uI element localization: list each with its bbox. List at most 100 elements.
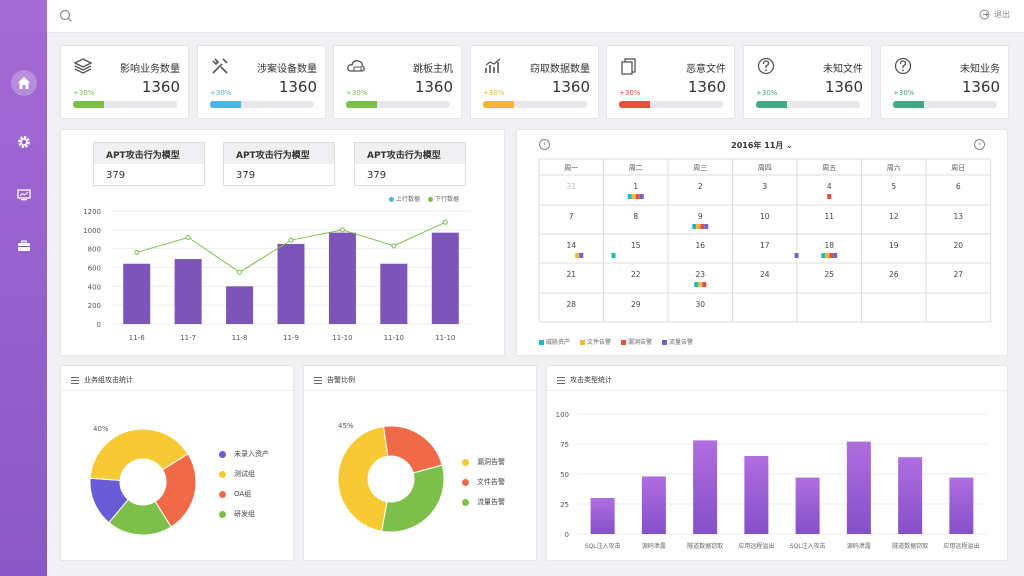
- legend-label: OA组: [234, 490, 252, 498]
- kpi-change: +30%: [483, 89, 505, 97]
- weekday-label: 周四: [758, 164, 772, 172]
- event-tag: [825, 253, 830, 258]
- event-tag: [631, 194, 636, 199]
- calendar-day: 22: [631, 270, 641, 279]
- y-tick-label: 100: [556, 411, 569, 419]
- logout-button[interactable]: 退出: [979, 9, 1010, 20]
- event-tag: [579, 253, 584, 258]
- x-tick-label: 11-8: [232, 334, 248, 342]
- event-tag: [692, 224, 697, 229]
- kpi-progress-fill: [893, 101, 925, 108]
- cloud-icon: [347, 60, 365, 72]
- calendar-day: 21: [566, 270, 576, 279]
- search-icon[interactable]: [59, 8, 73, 27]
- event-tag: [698, 282, 703, 287]
- panel-title-text: 业务组攻击统计: [84, 376, 133, 384]
- calendar-day: 12: [889, 212, 899, 221]
- legend-item: 研发组: [219, 504, 269, 524]
- bar: [641, 476, 666, 534]
- panel-title: 业务组攻击统计: [71, 375, 133, 385]
- kpi-card[interactable]: 影响业务数量 1360 +30%: [60, 45, 189, 119]
- y-tick-label: 50: [560, 471, 569, 479]
- legend-label: 文件告警: [587, 339, 612, 346]
- apt-box-title: APT攻击行为模型: [94, 143, 204, 164]
- calendar-day: 6: [956, 182, 961, 191]
- event-tag: [639, 194, 644, 199]
- legend-item: 上行数据: [389, 194, 420, 203]
- event-tag: [627, 194, 632, 199]
- apt-box-value: 379: [367, 170, 387, 181]
- group-stats-donut: 40%: [89, 425, 197, 536]
- kpi-card[interactable]: 跳板主机 1360 +30%: [333, 45, 462, 119]
- kpi-label: 影响业务数量: [120, 64, 180, 75]
- kpi-card[interactable]: 未知文件 1360 +30%: [743, 45, 872, 119]
- legend-label: 流量告警: [477, 498, 505, 506]
- legend-item: OA组: [219, 484, 269, 504]
- kpi-card[interactable]: 窃取数据数量 1360 +30%: [470, 45, 599, 119]
- legend-label: 下行数据: [435, 196, 460, 203]
- kpi-progress: [893, 101, 997, 108]
- event-tag: [575, 253, 580, 258]
- line-point: [237, 269, 243, 275]
- monitor-icon[interactable]: [11, 182, 37, 208]
- legend-label: 威胁资产: [546, 339, 571, 346]
- calendar-day: 23: [695, 270, 705, 279]
- tools-icon: [212, 58, 228, 74]
- calendar-day: 5: [891, 182, 896, 191]
- event-tag: [704, 224, 709, 229]
- next-month-button[interactable]: ›: [974, 139, 985, 150]
- list-icon: [557, 376, 565, 384]
- event-tag: [833, 253, 838, 258]
- file-icon: [621, 58, 636, 75]
- apt-box-title: APT攻击行为模型: [355, 143, 465, 164]
- kpi-progress-fill: [756, 101, 788, 108]
- kpi-value: 1360: [551, 78, 590, 96]
- donut-legend: 漏洞告警 文件告警 流量告警: [462, 452, 505, 512]
- kpi-label: 跳板主机: [413, 64, 453, 75]
- kpi-card[interactable]: 涉案设备数量 1360 +30%: [197, 45, 326, 119]
- attack-type-chart: 0 25 50 75 100 SQL注入攻击 源码泄露 隧道数据窃取 应用远程溢出 SQL注入攻击…: [556, 411, 987, 550]
- calendar-day: 20: [953, 241, 963, 250]
- apt-box-title: APT攻击行为模型: [224, 143, 334, 164]
- bar: [898, 457, 923, 534]
- y-tick-label: 0: [97, 321, 101, 329]
- legend-item: 测试组: [219, 464, 269, 484]
- calendar-title[interactable]: 2016年 11月 ⌄: [517, 140, 1007, 151]
- group-stats-panel: 业务组攻击统计 40% 未录入资产测试组 OA组研发组: [60, 365, 294, 561]
- apt-box: APT攻击行为模型 379: [93, 142, 205, 186]
- y-tick-label: 25: [560, 501, 569, 509]
- panel-title-text: 攻击类型统计: [570, 376, 612, 384]
- event-tag: [700, 224, 705, 229]
- y-tick-label: 800: [88, 246, 101, 254]
- kpi-card[interactable]: 未知业务 1360 +30%: [880, 45, 1009, 119]
- kpi-progress-fill: [483, 101, 515, 108]
- weekday-label: 周三: [693, 164, 707, 172]
- calendar-day: 2: [698, 182, 703, 191]
- x-tick-label: 应用远程溢出: [738, 542, 774, 550]
- event-tag: [829, 253, 834, 258]
- y-tick-label: 75: [560, 441, 569, 449]
- list-icon: [71, 376, 79, 384]
- bar: [795, 477, 820, 534]
- prev-month-button[interactable]: ‹: [539, 139, 550, 150]
- legend-label: 未录入资产: [234, 450, 269, 458]
- apt-box-value: 379: [236, 170, 256, 181]
- alert-ratio-panel: 告警比例 45% 漏洞告警 文件告警 流量告警: [303, 365, 537, 561]
- calendar-day: 15: [631, 241, 641, 250]
- chart-icon: [485, 58, 501, 73]
- legend-item: 文件告警: [580, 337, 611, 346]
- donut-slice: [337, 425, 389, 532]
- gear-icon[interactable]: [11, 129, 37, 155]
- legend-label: 流量告警: [669, 339, 694, 346]
- x-tick-label: 11-6: [129, 334, 145, 342]
- chart-legend: 上行数据 下行数据: [389, 194, 459, 203]
- kpi-card[interactable]: 恶意文件 1360 +30%: [606, 45, 735, 119]
- kpi-progress-fill: [210, 101, 242, 108]
- x-tick-label: 源码泄露: [847, 542, 871, 550]
- home-icon[interactable]: [11, 70, 37, 96]
- kpi-label: 窃取数据数量: [530, 64, 590, 75]
- line-point: [185, 234, 191, 240]
- apt-box: APT攻击行为模型 379: [354, 142, 466, 186]
- briefcase-icon[interactable]: [11, 233, 37, 259]
